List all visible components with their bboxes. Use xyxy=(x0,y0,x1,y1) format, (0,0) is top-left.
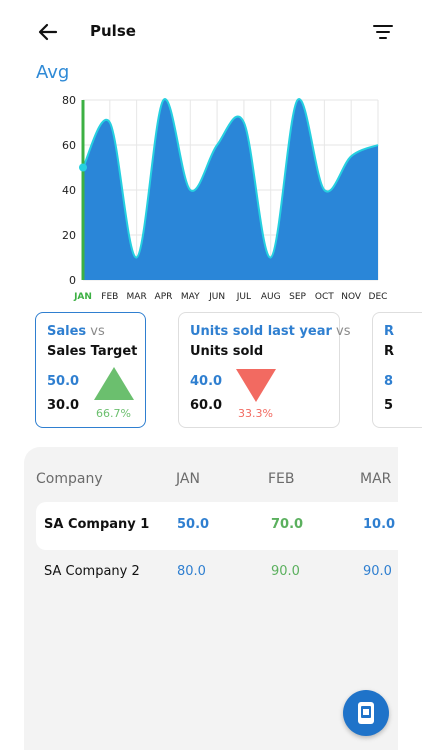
filter-icon[interactable] xyxy=(372,22,394,42)
card-title: Units sold last year xyxy=(190,324,332,339)
x-tick-label: MAY xyxy=(181,292,200,302)
company-name: SA Company 1 xyxy=(44,517,150,532)
card-percent: 66.7% xyxy=(96,407,131,420)
app-header: Pulse xyxy=(0,0,422,64)
card-sales-vs-target[interactable]: Sales vs Sales Target 50.0 30.0 66.7% xyxy=(35,312,146,428)
trend-down-icon xyxy=(236,369,276,402)
cell-jan: 80.0 xyxy=(177,564,206,579)
x-tick-label: SEP xyxy=(289,292,306,302)
card-partial[interactable]: R R 8 5 xyxy=(372,312,422,428)
x-tick-label: MAR xyxy=(127,292,147,302)
card-subtitle: Units sold xyxy=(190,344,264,359)
x-tick-label: JUN xyxy=(208,292,225,302)
card-percent: 33.3% xyxy=(238,407,273,420)
card-value-primary: 40.0 xyxy=(190,374,223,389)
cell-feb: 70.0 xyxy=(271,517,304,532)
mobile-view-button[interactable] xyxy=(343,690,389,736)
comparison-cards: Sales vs Sales Target 50.0 30.0 66.7% Un… xyxy=(0,312,422,432)
card-title: Sales xyxy=(47,324,87,339)
card-vs: vs xyxy=(336,324,351,339)
company-name: SA Company 2 xyxy=(44,564,140,579)
chart-heading: Avg xyxy=(36,62,70,83)
card-value-secondary: 60.0 xyxy=(190,398,223,413)
trend-up-icon xyxy=(94,367,134,400)
card-value-primary: 8 xyxy=(384,374,394,389)
card-value-secondary: 5 xyxy=(384,398,394,413)
column-header-feb: FEB xyxy=(268,471,295,487)
y-tick-label: 60 xyxy=(62,139,76,152)
x-tick-label: DEC xyxy=(369,292,388,302)
card-subtitle: R xyxy=(384,344,395,359)
y-tick-label: 80 xyxy=(62,94,76,107)
table-row[interactable]: SA Company 1 50.0 70.0 10.0 xyxy=(36,502,398,550)
arrow-left-icon[interactable] xyxy=(36,20,60,44)
card-units-comparison[interactable]: Units sold last year vs Units sold 40.0 … xyxy=(178,312,351,428)
card-vs: vs xyxy=(90,324,105,339)
column-header-company: Company xyxy=(36,471,103,487)
x-tick-label: FEB xyxy=(101,292,118,302)
series-line xyxy=(82,98,379,259)
x-tick-label: JUL xyxy=(236,292,251,302)
x-tick-label: OCT xyxy=(315,292,334,302)
x-tick-label: JAN xyxy=(73,292,92,302)
cell-mar: 10.0 xyxy=(363,517,396,532)
company-table: Company JAN FEB MAR SA Company 1 50.0 70… xyxy=(24,447,398,750)
x-tick-label: NOV xyxy=(341,292,362,302)
mobile-icon xyxy=(358,702,374,724)
x-tick-label: APR xyxy=(155,292,173,302)
cell-mar: 90.0 xyxy=(363,564,392,579)
table-row[interactable]: SA Company 2 80.0 90.0 90.0 xyxy=(36,549,398,597)
column-header-jan: JAN xyxy=(176,471,200,487)
avg-area-chart[interactable]: 80 60 40 20 0 JAN FEB MAR APR MAY JUN JUL AUG SEP OCT N… xyxy=(0,90,422,308)
selected-point xyxy=(79,163,87,172)
x-tick-label: AUG xyxy=(261,292,281,302)
area-fill xyxy=(83,99,378,280)
page-title: Pulse xyxy=(90,22,136,40)
card-value-secondary: 30.0 xyxy=(47,398,80,413)
card-value-primary: 50.0 xyxy=(47,374,80,389)
cell-jan: 50.0 xyxy=(177,517,210,532)
column-header-mar: MAR xyxy=(360,471,392,487)
card-title: R xyxy=(384,324,395,339)
cell-feb: 90.0 xyxy=(271,564,300,579)
y-tick-label: 40 xyxy=(62,184,76,197)
card-subtitle: Sales Target xyxy=(47,344,138,359)
y-tick-label: 20 xyxy=(62,229,76,242)
y-tick-label: 0 xyxy=(69,274,76,287)
